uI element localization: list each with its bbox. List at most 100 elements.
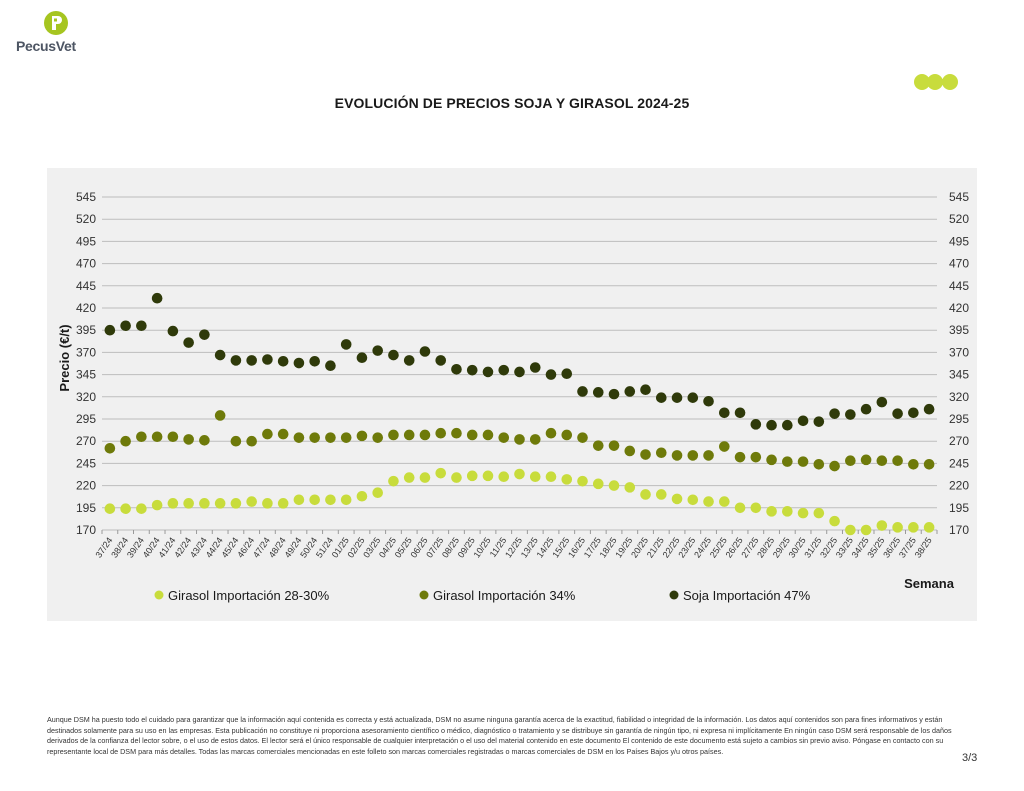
data-point: [655, 489, 667, 500]
y-tick-label-right: 420: [949, 301, 969, 315]
data-point: [372, 345, 384, 356]
data-point: [309, 494, 320, 506]
data-point: [498, 432, 510, 443]
data-point: [797, 415, 809, 427]
data-point: [498, 364, 510, 376]
data-point: [277, 428, 289, 440]
data-point: [577, 475, 588, 487]
data-point: [230, 435, 242, 447]
data-point: [466, 364, 478, 376]
data-point: [577, 386, 588, 397]
data-point: [482, 366, 494, 378]
data-point: [687, 450, 699, 461]
data-point: [151, 499, 163, 511]
y-tick-label-left: 445: [76, 279, 96, 293]
data-point: [246, 355, 257, 366]
y-tick-label-left: 495: [76, 234, 96, 248]
data-point: [183, 434, 194, 445]
legend-marker-icon: [419, 590, 429, 600]
data-point: [529, 471, 541, 483]
data-point: [183, 337, 194, 348]
data-point: [309, 432, 320, 443]
data-point: [766, 506, 777, 517]
data-point: [719, 441, 730, 452]
y-tick-label-right: 345: [949, 368, 969, 382]
pecusvet-logo: PecusVet: [14, 8, 84, 56]
data-point: [356, 490, 368, 502]
data-point: [277, 355, 289, 367]
data-point: [230, 498, 242, 509]
data-point: [829, 408, 840, 419]
legend-label: Girasol Importación 28-30%: [168, 588, 330, 603]
data-point: [908, 458, 919, 470]
data-point: [151, 431, 163, 443]
disclaimer-text: Aunque DSM ha puesto todo el cuidado par…: [47, 715, 952, 756]
decorative-dots-icon: [914, 74, 958, 90]
data-point: [892, 522, 903, 533]
y-tick-label-left: 320: [76, 390, 96, 404]
data-point: [860, 454, 872, 466]
data-point: [845, 455, 856, 467]
data-point: [183, 498, 194, 509]
y-tick-label-left: 420: [76, 301, 96, 315]
data-point: [608, 388, 620, 400]
data-point: [199, 498, 210, 509]
data-point: [214, 349, 226, 361]
data-point: [214, 410, 226, 421]
data-point: [592, 478, 604, 490]
data-point: [246, 496, 257, 507]
y-tick-label-right: 370: [949, 345, 969, 359]
data-point: [608, 440, 620, 451]
data-point: [908, 522, 919, 533]
data-point: [167, 325, 179, 337]
y-tick-label-left: 220: [76, 479, 96, 493]
y-tick-label-right: 270: [949, 434, 969, 448]
data-point: [388, 429, 399, 441]
data-point: [624, 482, 636, 493]
y-tick-label-left: 370: [76, 345, 96, 359]
data-point: [782, 419, 793, 431]
y-tick-label-left: 395: [76, 323, 96, 337]
legend-marker-icon: [154, 590, 164, 600]
data-point: [545, 369, 557, 380]
data-point: [199, 435, 210, 446]
data-point: [860, 524, 872, 536]
data-point: [120, 435, 131, 447]
data-point: [923, 403, 935, 415]
data-point: [498, 471, 510, 483]
data-point: [435, 467, 447, 479]
data-point: [640, 449, 651, 460]
data-point: [703, 395, 714, 407]
y-tick-label-right: 470: [949, 257, 969, 271]
data-point: [167, 498, 179, 509]
data-point: [813, 416, 825, 427]
data-point: [277, 498, 289, 509]
data-point: [482, 429, 494, 441]
data-point: [466, 470, 478, 482]
series-3: [104, 292, 935, 431]
data-point: [104, 443, 116, 454]
data-point: [750, 451, 762, 463]
data-point: [561, 429, 573, 441]
data-point: [782, 456, 793, 467]
data-point: [167, 431, 179, 443]
data-point: [120, 503, 131, 514]
data-point: [561, 368, 573, 380]
data-point: [813, 507, 825, 519]
data-point: [908, 407, 919, 419]
data-point: [703, 496, 714, 507]
data-point: [860, 403, 872, 415]
data-point: [325, 432, 336, 443]
y-tick-label-right: 245: [949, 456, 969, 470]
data-point: [514, 366, 525, 378]
data-point: [104, 503, 116, 514]
data-point: [923, 522, 935, 533]
y-tick-label-left: 195: [76, 501, 96, 515]
data-point: [403, 429, 415, 441]
data-point: [419, 472, 431, 483]
data-point: [671, 450, 683, 461]
data-point: [655, 447, 667, 459]
data-point: [545, 427, 557, 439]
data-point: [262, 354, 273, 365]
data-point: [719, 496, 730, 507]
